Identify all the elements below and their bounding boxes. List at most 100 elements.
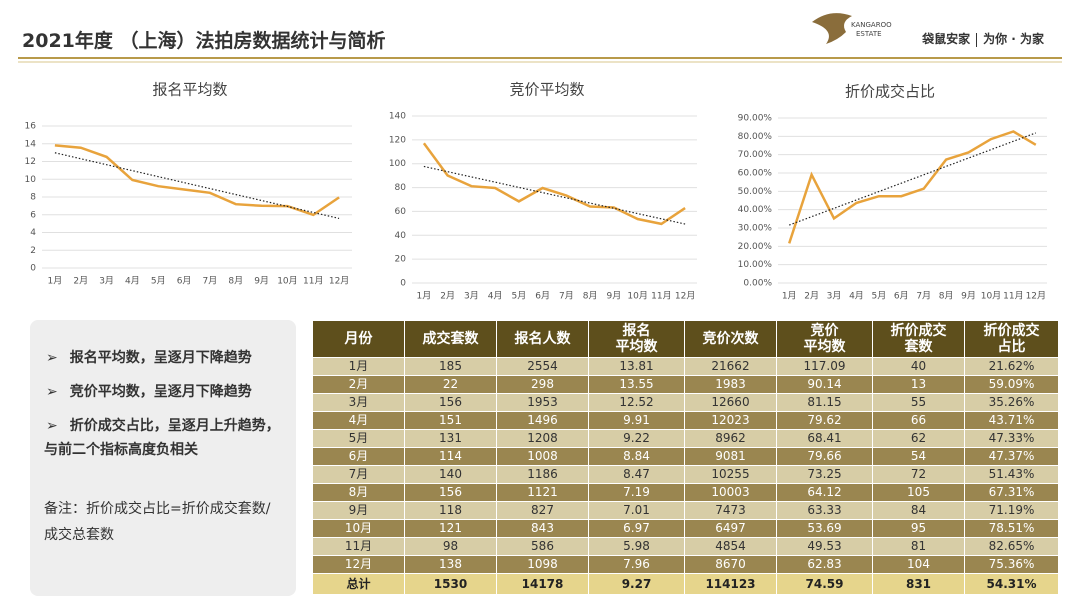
table-cell: 51.43% [964,465,1059,484]
table-cell: 81.15 [776,393,873,412]
table-cell: 1186 [496,465,589,484]
table-cell: 7.96 [588,555,685,574]
total-cell: 14178 [496,573,589,595]
table-cell: 114 [404,447,497,466]
header-cell: 成交套数 [404,320,497,358]
table-cell: 71.19% [964,501,1059,520]
y-tick-label: 10.00% [738,260,773,270]
table-cell: 140 [404,465,497,484]
x-tick-label: 12月 [1026,291,1046,302]
header-line: 套数 [904,339,933,355]
x-tick-label: 11月 [1003,291,1023,302]
x-tick-label: 7月 [203,276,218,287]
table-cell: 9.91 [588,411,685,430]
y-tick-label: 8 [30,193,36,203]
table-cell: 4月 [312,411,405,430]
table-cell: 10255 [684,465,777,484]
bullet: ➢ 折价成交占比，呈逐月上升趋势，与前二个指标高度负相关 [44,414,284,462]
table-row: 5月 131 1208 9.22 8962 68.41 62 47.33% [312,429,1059,448]
x-tick-label: 10月 [277,276,297,287]
table-cell: 1121 [496,483,589,502]
table-cell: 156 [404,483,497,502]
header-line: 月份 [344,331,373,347]
table-cell: 79.66 [776,447,873,466]
table-cell: 12660 [684,393,777,412]
table-cell: 54 [872,447,965,466]
chart-title: 竞价平均数 [509,81,584,99]
header-line: 折价成交 [983,323,1040,339]
table-row: 11月 98 586 5.98 4854 49.53 81 82.65% [312,537,1059,556]
table-cell: 62.83 [776,555,873,574]
y-tick-label: 6 [30,210,36,220]
brand-name: 袋鼠安家 [922,32,971,46]
table-row: 4月 151 1496 9.91 12023 79.62 66 43.71% [312,411,1059,430]
table-cell: 1月 [312,357,405,376]
y-tick-label: 60 [395,207,407,217]
x-tick-label: 7月 [559,291,574,302]
chart-title: 报名平均数 [152,81,227,99]
table-cell: 66 [872,411,965,430]
table-cell: 9.22 [588,429,685,448]
table-cell: 843 [496,519,589,538]
x-tick-label: 10月 [981,291,1001,302]
y-tick-label: 100 [389,159,406,169]
y-tick-label: 80 [395,183,407,193]
y-tick-label: 50.00% [738,187,773,197]
x-tick-label: 12月 [675,291,695,302]
table-cell: 43.71% [964,411,1059,430]
table-cell: 6.97 [588,519,685,538]
header-cell: 报名人数 [496,320,589,358]
bullet: ➢ 竞价平均数，呈逐月下降趋势 [44,380,284,404]
bullet-arrow: ➢ [46,418,58,434]
x-tick-label: 1月 [48,276,63,287]
table-cell: 105 [872,483,965,502]
bullet-text: 竞价平均数，呈逐月下降趋势 [69,384,252,400]
table-cell: 35.26% [964,393,1059,412]
y-tick-label: 0 [30,264,36,274]
y-tick-label: 30.00% [738,224,773,234]
table-cell: 10月 [312,519,405,538]
table-cell: 156 [404,393,497,412]
table-cell: 827 [496,501,589,520]
header-row: 月份 成交套数 报名人数 报名 平均数 竞价次数 竞价 平均数 折价成交 套数 折价成交 占比 [312,320,1059,358]
table-cell: 7473 [684,501,777,520]
header-cell: 折价成交 套数 [872,320,965,358]
table-cell: 586 [496,537,589,556]
x-tick-label: 4月 [849,291,864,302]
y-tick-label: 60.00% [738,169,773,179]
x-tick-label: 4月 [125,276,140,287]
table-row: 9月 118 827 7.01 7473 63.33 84 71.19% [312,501,1059,520]
logo: KANGAROO ESTATE [812,13,892,45]
bullet: ➢ 报名平均数，呈逐月下降趋势 [44,346,284,370]
x-tick-label: 11月 [651,291,671,302]
header-cell: 月份 [312,320,405,358]
total-cell: 831 [872,573,965,595]
bullet-text: 折价成交占比，呈逐月上升趋势，与前二个指标高度负相关 [44,418,280,458]
header-line: 报名人数 [514,331,571,347]
x-tick-label: 2月 [804,291,819,302]
table-cell: 1983 [684,375,777,394]
table-cell: 8.47 [588,465,685,484]
x-tick-label: 8月 [228,276,243,287]
table-cell: 8月 [312,483,405,502]
x-tick-label: 3月 [464,291,479,302]
x-tick-label: 8月 [583,291,598,302]
table-cell: 11月 [312,537,405,556]
y-tick-label: 14 [25,139,37,149]
table-cell: 59.09% [964,375,1059,394]
total-row: 总计 1530 14178 9.27 114123 74.59 831 54.31% [312,573,1059,595]
table-cell: 40 [872,357,965,376]
table-cell: 62 [872,429,965,448]
table-cell: 4854 [684,537,777,556]
table-cell: 68.41 [776,429,873,448]
x-tick-label: 8月 [939,291,954,302]
logo-text: KANGAROO [851,21,892,29]
table-cell: 79.62 [776,411,873,430]
table-cell: 117.09 [776,357,873,376]
table-cell: 2月 [312,375,405,394]
y-tick-label: 4 [30,228,36,238]
table-cell: 7月 [312,465,405,484]
x-tick-label: 6月 [535,291,550,302]
y-tick-label: 20 [395,255,407,265]
